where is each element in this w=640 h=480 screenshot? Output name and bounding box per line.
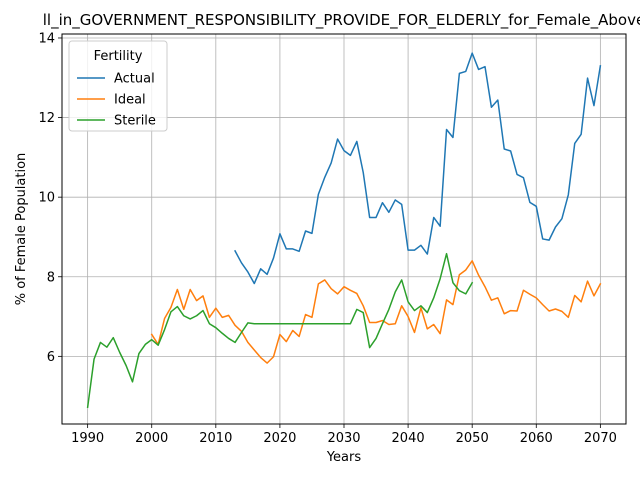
grid-lines	[62, 34, 626, 424]
y-axis-ticks: 6 8 10 12 14	[38, 31, 62, 365]
legend-label-ideal: Ideal	[114, 93, 146, 108]
x-tick-label: 2010	[199, 431, 232, 446]
legend-box	[68, 40, 168, 132]
x-tick-label: 2070	[584, 431, 617, 446]
series-line-ideal	[150, 260, 602, 364]
x-tick-label: 2060	[520, 431, 553, 446]
y-tick-label: 6	[47, 350, 55, 365]
y-tick-label: 8	[47, 270, 55, 285]
legend-title: Fertility	[94, 49, 143, 64]
x-axis-label: Years	[326, 450, 362, 465]
series-line-sterile	[86, 252, 474, 409]
legend-label-actual: Actual	[114, 72, 155, 87]
series-line-actual	[234, 52, 602, 285]
x-tick-label: 2020	[263, 431, 296, 446]
x-tick-label: 2000	[135, 431, 168, 446]
y-tick-label: 14	[38, 31, 55, 46]
x-tick-label: 2050	[456, 431, 489, 446]
y-tick-label: 12	[38, 111, 55, 126]
legend-label-sterile: Sterile	[114, 114, 156, 129]
x-tick-label: 1990	[71, 431, 104, 446]
legend-entries: Actual Ideal Sterile	[77, 72, 156, 129]
x-tick-label: 2040	[392, 431, 425, 446]
chart-title: ll_in_GOVERNMENT_RESPONSIBILITY_PROVIDE_…	[43, 11, 640, 30]
x-tick-label: 2030	[327, 431, 360, 446]
y-axis-label: % of Female Population	[14, 153, 29, 306]
series-layer	[86, 52, 602, 409]
x-axis-ticks: 1990 2000 2010 2020 2030 2040 2050 2060 2070	[71, 424, 617, 446]
y-tick-label: 10	[38, 191, 55, 206]
legend: Fertility Actual Ideal Sterile	[68, 40, 168, 132]
